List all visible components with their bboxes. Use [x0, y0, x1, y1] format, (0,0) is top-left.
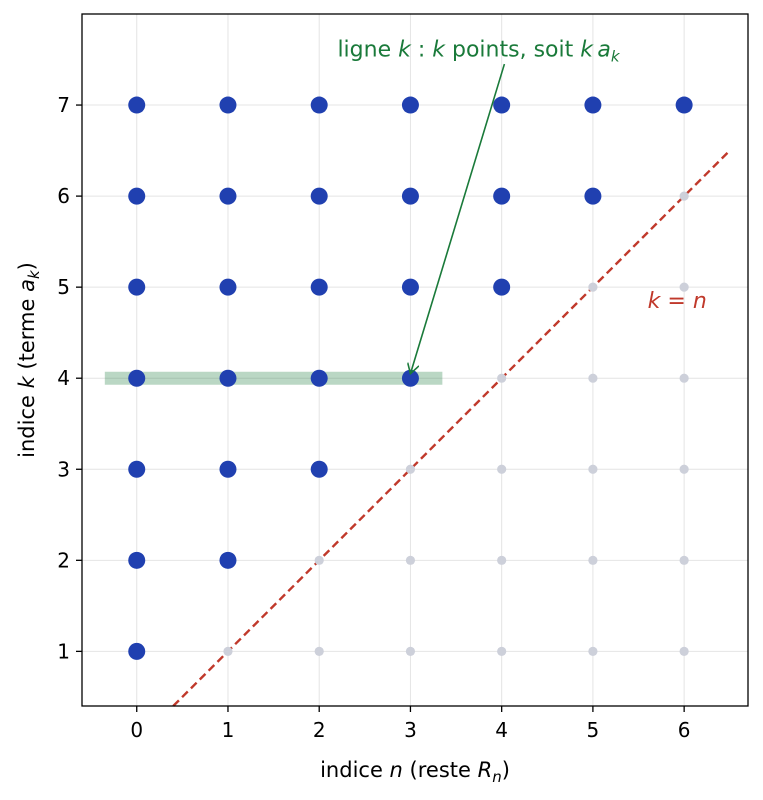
point-filled-4-6: [493, 187, 511, 205]
point-empty-1-1: [223, 646, 233, 656]
point-empty-5-1: [588, 646, 598, 656]
point-filled-3-6: [401, 187, 419, 205]
x-tick-label-4: 4: [495, 718, 508, 742]
y-tick-label-5: 5: [57, 275, 70, 299]
point-filled-5-6: [584, 187, 602, 205]
diagonal-layer: k = n: [172, 149, 731, 707]
plot-frame: [81, 13, 749, 707]
diagonal-line: [172, 149, 731, 707]
x-tick-label-3: 3: [404, 718, 417, 742]
annotation-var1: k: [398, 38, 412, 63]
x-tick-label-2: 2: [313, 718, 326, 742]
point-filled-0-7: [128, 96, 146, 114]
y-tick-label-3: 3: [57, 457, 70, 481]
x-tick-label-6: 6: [678, 718, 691, 742]
point-filled-1-7: [219, 96, 237, 114]
point-filled-2-5: [310, 278, 328, 296]
point-empty-5-4: [588, 373, 598, 383]
y-tick-label-7: 7: [57, 93, 70, 117]
ticks-layer: 0 1 2 3 4 5 6 1 2 3 4 5 6 7: [57, 93, 690, 742]
x-axis-label-suffix: ): [502, 758, 510, 782]
point-filled-0-4: [128, 369, 146, 387]
point-filled-0-5: [128, 278, 146, 296]
point-empty-4-4: [497, 373, 507, 383]
point-filled-5-7: [584, 96, 602, 114]
annotation-var2: k: [432, 38, 446, 63]
point-empty-3-2: [405, 555, 416, 565]
diagonal-label-n: n: [693, 289, 707, 314]
x-tick-label-1: 1: [222, 718, 235, 742]
point-filled-0-2: [128, 551, 146, 569]
annotation-layer: ligne k : k points, soit k ak: [337, 38, 621, 374]
y-axis-label-mid: (terme: [15, 292, 39, 376]
point-empty-3-3: [405, 464, 416, 474]
diagonal-label-eq: =: [660, 289, 692, 314]
y-axis-label-var: k: [15, 375, 39, 388]
point-filled-1-2: [219, 551, 237, 569]
diagonal-label: k = n: [648, 289, 707, 314]
point-filled-2-6: [310, 187, 328, 205]
point-empty-6-4: [679, 373, 689, 383]
diagonal-label-k: k: [648, 289, 662, 314]
x-axis-label-sym: R: [478, 758, 493, 782]
point-filled-0-6: [128, 187, 146, 205]
y-axis-label-sub: k: [25, 269, 43, 279]
y-axis-label: indice k (terme ak): [15, 262, 43, 458]
point-empty-6-2: [679, 555, 689, 565]
point-empty-6-5: [679, 282, 689, 292]
annotation-part3: points, soit: [445, 38, 580, 63]
point-empty-6-3: [679, 464, 689, 474]
y-axis-label-suffix: ): [15, 262, 39, 270]
point-filled-3-7: [401, 96, 419, 114]
x-axis-label-var: n: [390, 758, 403, 782]
y-axis-label-sym: a: [15, 279, 39, 292]
x-axis-label-sub: n: [492, 768, 502, 786]
annotation-sym: a: [597, 38, 610, 63]
annotation-text: ligne k : k points, soit k ak: [337, 38, 620, 66]
x-axis-label-prefix: indice: [320, 758, 389, 782]
x-axis-label: indice n (reste Rn): [320, 758, 510, 786]
y-axis-label-prefix: indice: [15, 388, 39, 457]
point-empty-2-2: [314, 555, 324, 565]
point-filled-0-3: [128, 460, 146, 478]
y-tick-label-4: 4: [57, 366, 70, 390]
point-empty-4-3: [497, 464, 507, 474]
point-empty-4-2: [497, 555, 507, 565]
point-filled-0-1: [128, 642, 146, 660]
point-empty-6-6: [679, 191, 689, 201]
point-filled-4-5: [493, 278, 511, 296]
point-filled-1-3: [219, 460, 237, 478]
y-tick-label-6: 6: [57, 184, 70, 208]
x-tick-label-5: 5: [587, 718, 600, 742]
point-empty-5-5: [588, 282, 598, 292]
point-filled-1-6: [219, 187, 237, 205]
point-filled-4-7: [493, 96, 511, 114]
point-empty-5-3: [588, 464, 598, 474]
points-layer: [128, 96, 693, 660]
y-tick-label-1: 1: [57, 639, 70, 663]
point-filled-1-5: [219, 278, 237, 296]
x-axis-label-mid: (reste: [403, 758, 478, 782]
annotation-var3: k: [580, 38, 594, 63]
axis-labels: indice n (reste Rn)indice k (terme ak): [15, 262, 510, 786]
x-tick-label-0: 0: [130, 718, 143, 742]
point-empty-5-2: [588, 555, 598, 565]
point-empty-4-1: [497, 646, 507, 656]
y-tick-label-2: 2: [57, 548, 70, 572]
point-filled-1-4: [219, 369, 237, 387]
point-empty-6-1: [679, 646, 689, 656]
point-filled-2-4: [310, 369, 328, 387]
point-filled-6-7: [675, 96, 693, 114]
annotation-sub: k: [611, 48, 621, 66]
annotation-arrow: [410, 63, 506, 374]
point-filled-2-7: [310, 96, 328, 114]
point-filled-2-3: [310, 460, 328, 478]
annotation-part1: ligne: [337, 38, 398, 63]
annotation-part2: :: [411, 38, 432, 63]
point-empty-3-1: [405, 646, 416, 656]
point-empty-2-1: [314, 646, 324, 656]
point-filled-3-5: [401, 278, 419, 296]
